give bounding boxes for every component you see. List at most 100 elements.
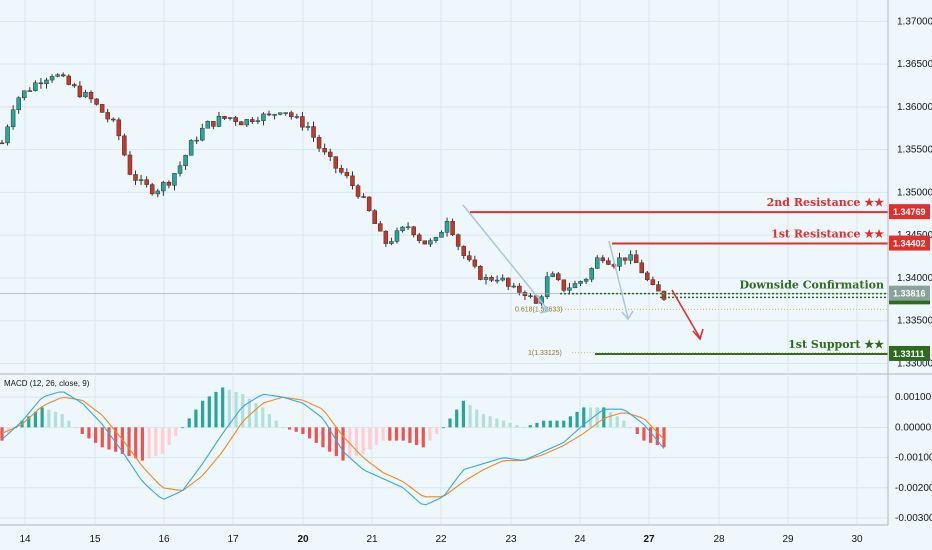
candle-up [27,90,33,92]
support-resistance-levels: 2nd Resistance ★★ 1st Resistance ★★ Downsi… [470,196,888,355]
macd-histogram-positive [234,391,238,428]
candle-up [567,287,572,291]
candle-down [600,257,606,262]
macd-histogram-positive [481,414,486,428]
candle-up [22,90,27,99]
macd-tick-label: -0.00200 [895,483,932,494]
candle-down [238,121,244,126]
candle-up [572,283,578,289]
macd-histogram-negative [354,427,359,457]
time-tick-label: 28 [713,534,725,545]
candle-up [433,237,439,241]
candle-up [583,278,589,282]
candle-up [10,109,16,128]
macd-histogram-positive [274,420,278,428]
macd-histogram-positive [575,411,579,428]
candle-up [255,120,261,123]
candle-up [216,115,222,127]
candle-down [556,273,561,281]
macd-y-axis[interactable]: 0.00100 0.00000 -0.00100 -0.00200 -0.00300 [895,392,932,524]
candle-down [366,196,372,211]
macd-histogram-negative [368,427,372,450]
candle-down [88,92,94,100]
candle-up [33,82,38,91]
macd-histogram-positive [40,407,44,428]
macd-histogram-negative [140,427,145,461]
time-tick-label: 14 [19,534,31,545]
candle-down [316,137,322,149]
macd-histogram-negative [635,427,639,434]
candle-down [60,74,66,77]
macd-histogram-positive [582,407,586,428]
candle-up [594,257,600,269]
macd-histogram-negative [361,427,365,454]
candle-up [272,114,277,116]
time-tick-label: 21 [366,534,378,545]
candle-down [472,259,478,267]
macd-histogram-negative [655,427,659,446]
candle-down [645,272,650,280]
candle-down [211,121,216,127]
price-tick-label: 1.36000 [897,102,932,113]
macd-histogram-positive [267,414,272,428]
candle-down [289,112,294,118]
macd-histogram-positive [622,420,626,428]
macd-histogram-negative [388,427,392,441]
candle-up [444,221,450,233]
macd-histogram-positive [508,422,512,428]
price-grid [0,0,888,372]
macd-histogram-negative [381,427,385,441]
macd-histogram-positive [562,420,566,428]
candle-up [617,257,622,267]
candle-up [511,285,517,288]
candle-up [5,126,10,144]
macd-tick-label: 0.00100 [895,392,932,403]
macd-histogram-negative [435,427,439,434]
macd-histogram-negative [114,427,118,452]
macd-histogram-positive [53,411,58,428]
candle-down [372,210,377,224]
candle-down [99,104,105,113]
macd-histogram-positive [60,414,64,428]
macd-indicator [0,387,666,506]
candle-down [467,255,472,261]
candle-up [400,226,405,231]
time-x-axis[interactable]: 14 15 16 17 20 21 22 23 24 27 28 29 30 [19,534,863,545]
candle-up [277,112,283,115]
time-tick-label: 29 [782,534,794,545]
candle-down [622,257,628,261]
macd-tick-label: -0.00300 [895,513,932,524]
candle-up [528,295,533,297]
macd-histogram-positive [475,409,479,428]
candle-up [155,190,161,195]
candle-down [350,175,355,186]
candle-up [283,112,288,114]
candle-up [183,155,188,167]
macd-histogram-positive [501,420,506,428]
macd-histogram-positive [73,427,78,429]
macd-histogram-positive [441,427,445,429]
price-tick-label: 1.33000 [897,358,932,369]
time-tick-label: 16 [158,534,170,545]
candle-down [505,277,511,287]
candle-down [489,277,494,281]
macd-histogram-negative [127,427,131,457]
level-price-badge-text: 1.33111 [893,349,925,359]
macd-title[interactable]: MACD (12, 26, close, 9) [4,379,90,388]
macd-histogram-positive [528,425,532,428]
fibonacci-annotations: 0.618(1.33633) 1(1.33125) [515,306,888,357]
candle-down [300,116,305,128]
macd-histogram-positive [568,416,572,428]
macd-histogram-positive [548,420,552,428]
candle-down [222,115,227,119]
price-y-axis[interactable]: 1.370001.365001.360001.355001.350001.345… [897,16,932,369]
macd-histogram-negative [328,427,332,452]
candle-down [266,113,272,116]
macd-histogram-positive [468,405,472,428]
candle-down [355,185,361,197]
macd-histogram-positive [461,400,465,428]
candle-up [188,140,194,156]
candle-up [494,279,500,282]
macd-histogram-negative [154,427,158,457]
